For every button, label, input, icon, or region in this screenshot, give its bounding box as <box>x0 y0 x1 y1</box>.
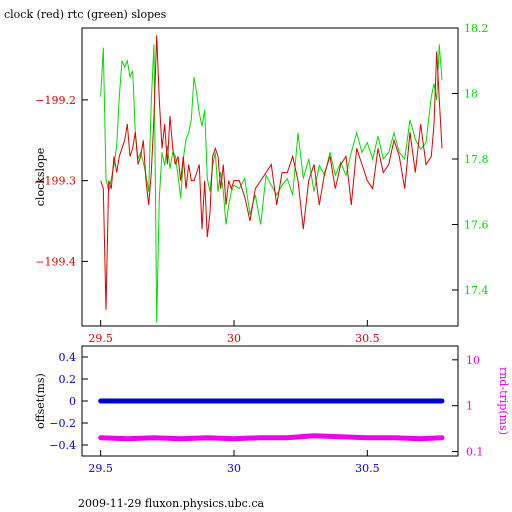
bottom-right-y-tick-label: 0.1 <box>466 446 484 459</box>
rtc-slope-series <box>100 44 443 323</box>
footer-caption: 2009-11-29 fluxon.physics.ubc.ca <box>78 497 264 510</box>
rndtrip-point <box>232 437 236 441</box>
rndtrip-point <box>125 437 129 441</box>
rndtrip-point <box>392 436 396 440</box>
rndtrip-point <box>419 437 423 441</box>
bottom-x-tick-label: 30.5 <box>355 462 380 475</box>
top-right-y-tick-label: 17.8 <box>464 153 489 166</box>
offset-point <box>152 399 156 403</box>
top-x-tick-label: 29.5 <box>88 332 113 345</box>
offset-point <box>440 399 444 403</box>
offset-point <box>419 399 423 403</box>
rndtrip-point <box>365 436 369 440</box>
top-right-y-tick-label: 18 <box>464 87 478 100</box>
offset-point <box>392 399 396 403</box>
rndtrip-point <box>339 435 343 439</box>
bottom-x-tick-label: 30 <box>227 462 241 475</box>
bottom-left-y-tick-label: 0.4 <box>59 351 77 364</box>
top-left-axis-label: clockslope <box>34 148 47 206</box>
top-x-tick-label: 30 <box>227 332 241 345</box>
top-left-y-tick-label: −199.3 <box>35 175 76 188</box>
top-series-group <box>100 35 443 323</box>
bottom-left-y-tick-label: −0.4 <box>49 439 76 452</box>
bottom-series-group <box>98 398 445 442</box>
offset-point <box>339 399 343 403</box>
top-right-y-tick-label: 17.6 <box>464 218 489 231</box>
offset-point <box>179 399 183 403</box>
offset-point <box>205 399 209 403</box>
bottom-axes-group: 29.5 30 30.5 0.4 0.2 0 −0.2 −0.4 10 1 0.1 <box>49 351 483 475</box>
bottom-right-y-tick-label: 10 <box>466 354 480 367</box>
rndtrip-point <box>205 436 209 440</box>
bottom-left-y-tick-label: −0.2 <box>49 417 76 430</box>
rndtrip-point <box>285 436 289 440</box>
clock-slope-series <box>100 35 443 310</box>
top-left-y-tick-label: −199.2 <box>35 94 76 107</box>
top-axes-group: 29.5 30 30.5 −199.2 −199.3 −199.4 18.2 18 17.8 17… <box>35 22 488 345</box>
bottom-right-y-tick-label: 1 <box>466 400 473 413</box>
top-left-y-tick-label: −199.4 <box>35 255 76 268</box>
rndtrip-point <box>179 437 183 441</box>
top-x-tick-label: 30.5 <box>355 332 380 345</box>
bottom-x-tick-label: 29.5 <box>88 462 113 475</box>
offset-point <box>232 399 236 403</box>
offset-point <box>285 399 289 403</box>
offset-point <box>125 399 129 403</box>
rndtrip-point <box>440 436 444 440</box>
bottom-left-y-tick-label: 0 <box>69 395 76 408</box>
bottom-left-axis-label: offset(ms) <box>34 373 47 429</box>
offset-point <box>312 399 316 403</box>
offset-point <box>365 399 369 403</box>
offset-point <box>259 399 263 403</box>
chart-title: clock (red) rtc (green) slopes <box>4 8 167 21</box>
rndtrip-point <box>99 436 103 440</box>
top-panel-frame <box>81 27 459 327</box>
bottom-right-axis-label: rnd-trip(ms) <box>497 367 510 435</box>
top-right-y-tick-label: 18.2 <box>464 22 489 35</box>
rndtrip-series <box>98 433 445 442</box>
rndtrip-point <box>152 436 156 440</box>
bottom-left-y-tick-label: 0.2 <box>59 373 77 386</box>
top-right-y-tick-label: 17.4 <box>464 284 489 297</box>
rndtrip-point <box>312 434 316 438</box>
rndtrip-point <box>259 436 263 440</box>
offset-point <box>99 399 103 403</box>
